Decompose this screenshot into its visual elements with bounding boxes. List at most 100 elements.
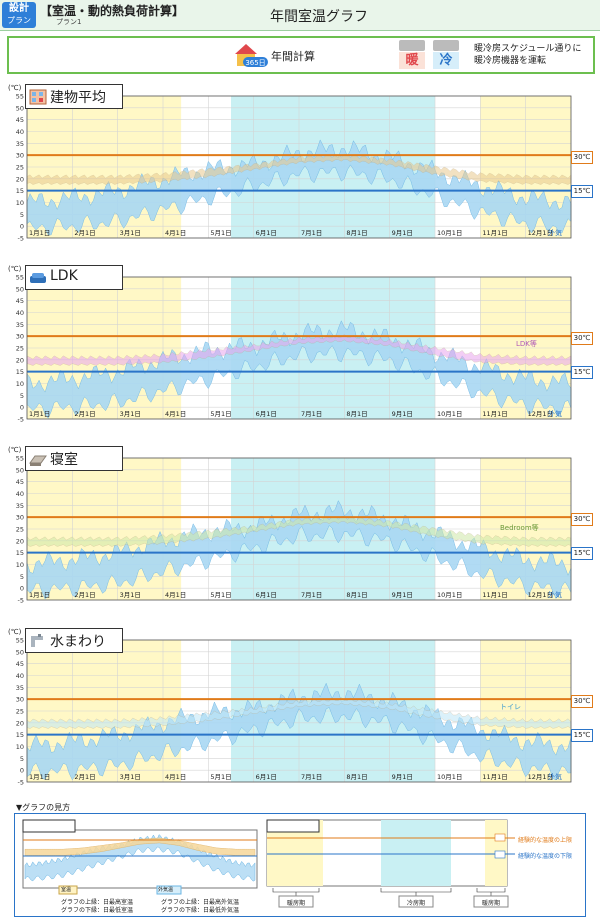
- plot-frame: [26, 457, 572, 601]
- x-tick-label: 12月1日: [528, 591, 553, 599]
- lower-limit-label: 15℃: [571, 366, 593, 379]
- plot-frame: [26, 639, 572, 783]
- plot-frame: [26, 95, 572, 239]
- x-tick-label: 6月1日: [256, 410, 277, 418]
- y-tick-label: 55: [16, 637, 24, 645]
- x-tick-label: 11月1日: [482, 229, 507, 237]
- y-tick-label: 0: [20, 404, 24, 412]
- y-tick-label: 0: [20, 585, 24, 593]
- heating-icon: 暖: [399, 40, 425, 69]
- guide-period-cooling: 冷房期: [407, 900, 426, 907]
- upper-limit-label: 30℃: [571, 513, 593, 526]
- outdoor-series-label: 外気: [548, 772, 562, 781]
- y-tick-label: 40: [16, 128, 24, 136]
- schedule-line2: 暖冷房機器を運転: [474, 56, 547, 66]
- outdoor-series-label: 外気: [548, 409, 562, 418]
- y-tick-label: 55: [16, 93, 24, 101]
- badge-line2: プラン: [7, 16, 31, 25]
- x-tick-label: 8月1日: [346, 773, 367, 781]
- y-tick-label: 15: [16, 549, 24, 557]
- x-tick-label: 9月1日: [392, 229, 413, 237]
- calculation-info-box: 365日 年間計算 暖 冷 暖冷房スケジュール通りに 暖冷房機器を運転: [7, 36, 595, 74]
- x-tick-label: 3月1日: [120, 410, 141, 418]
- y-tick-label: 45: [16, 478, 24, 486]
- room-series-label: トイレ: [500, 703, 521, 711]
- y-tick-label: 20: [16, 719, 24, 727]
- x-tick-label: 7月1日: [301, 229, 322, 237]
- page-title: 年間室温グラフ: [270, 9, 368, 25]
- design-plan-badge[interactable]: 設計 プラン: [2, 2, 36, 28]
- room-title-box: 寝室: [25, 446, 123, 471]
- x-tick-label: 6月1日: [256, 773, 277, 781]
- y-tick-label: 25: [16, 526, 24, 534]
- guide-room-upper: グラフの上縁：日最高室温: [61, 899, 134, 906]
- x-tick-label: 4月1日: [165, 591, 186, 599]
- cooling-icon: 冷: [433, 40, 459, 69]
- lower-limit-label: 15℃: [571, 185, 593, 198]
- x-tick-label: 7月1日: [301, 591, 322, 599]
- guide-legend-lower: 経験的な温度の下限: [518, 853, 573, 860]
- calendar-365-icon: 365日: [235, 44, 268, 67]
- x-tick-label: 10月1日: [437, 591, 462, 599]
- lower-limit-label: 15℃: [571, 729, 593, 742]
- heating-label: 暖: [399, 52, 425, 69]
- y-tick-label: 30: [16, 696, 24, 704]
- upper-limit-label: 30℃: [571, 151, 593, 164]
- room-title: 建物平均: [50, 90, 106, 106]
- x-tick-label: 5月1日: [210, 773, 231, 781]
- x-tick-label: 11月1日: [482, 410, 507, 418]
- x-tick-label: 12月1日: [528, 410, 553, 418]
- panel-ldk: (℃) -5 0 5 10 15 20 25 30 35 40 45 50 55 1月1日 2月1日 3月1日…: [0, 265, 600, 437]
- x-tick-label: 6月1日: [256, 591, 277, 599]
- x-tick-label: 8月1日: [346, 410, 367, 418]
- badge-line1: 設計: [9, 3, 29, 14]
- guide-title: ▼グラフの見方: [16, 803, 71, 812]
- schedule-line1: 暖冷房スケジュール通りに: [474, 44, 582, 54]
- guide-period-heating: 暖房期: [287, 900, 306, 907]
- x-tick-label: 5月1日: [210, 229, 231, 237]
- x-tick-label: 2月1日: [74, 591, 95, 599]
- y-tick-label: 35: [16, 684, 24, 692]
- y-tick-label: 50: [16, 648, 24, 656]
- upper-limit-label: 30℃: [571, 332, 593, 345]
- y-tick-label: 10: [16, 380, 24, 388]
- x-tick-label: 2月1日: [74, 773, 95, 781]
- y-tick-label: 50: [16, 466, 24, 474]
- schedule-note: 暖冷房スケジュール通りに 暖冷房機器を運転: [474, 43, 581, 67]
- x-tick-label: 5月1日: [210, 591, 231, 599]
- x-tick-label: 10月1日: [437, 773, 462, 781]
- x-tick-label: 7月1日: [301, 773, 322, 781]
- guide-room-lower: グラフの下縁：日最低室温: [61, 907, 134, 914]
- chart-ldk: -5 0 5 10 15 20 25 30 35 40 45 50 55 1月1日 2月1日 3月1日 4月1日…: [16, 274, 572, 424]
- room-title-box: 水まわり: [25, 628, 123, 653]
- y-tick-label: 30: [16, 514, 24, 522]
- x-tick-label: 9月1日: [392, 773, 413, 781]
- y-tick-label: 20: [16, 175, 24, 183]
- y-tick-label: 20: [16, 537, 24, 545]
- unit-label: (℃): [8, 446, 22, 454]
- faucet-icon: [31, 634, 43, 647]
- sofa-icon: [30, 273, 46, 283]
- upper-limit-label: 30℃: [571, 695, 593, 708]
- y-tick-label: 0: [20, 223, 24, 231]
- panel-water-area: (℃) -5 0 5 10 15 20 25 30 35 40 45 50 55 1月1日 2月1日 3月1日…: [0, 628, 600, 800]
- x-tick-label: 3月1日: [120, 229, 141, 237]
- x-tick-label: 7月1日: [301, 410, 322, 418]
- outdoor-series-label: 外気: [548, 228, 562, 237]
- y-tick-label: 35: [16, 502, 24, 510]
- room-title: 水まわり: [50, 634, 106, 650]
- x-tick-label: 4月1日: [165, 229, 186, 237]
- y-tick-label: 30: [16, 333, 24, 341]
- y-tick-label: 0: [20, 767, 24, 775]
- y-tick-label: 35: [16, 140, 24, 148]
- x-tick-label: 4月1日: [165, 773, 186, 781]
- y-tick-label: 5: [20, 211, 24, 219]
- y-tick-label: 30: [16, 152, 24, 160]
- y-tick-label: -5: [18, 416, 24, 424]
- room-title-box: LDK: [25, 265, 123, 290]
- y-tick-label: 55: [16, 455, 24, 463]
- y-tick-label: 5: [20, 392, 24, 400]
- y-tick-label: -5: [18, 235, 24, 243]
- y-tick-label: 45: [16, 660, 24, 668]
- x-tick-label: 10月1日: [437, 410, 462, 418]
